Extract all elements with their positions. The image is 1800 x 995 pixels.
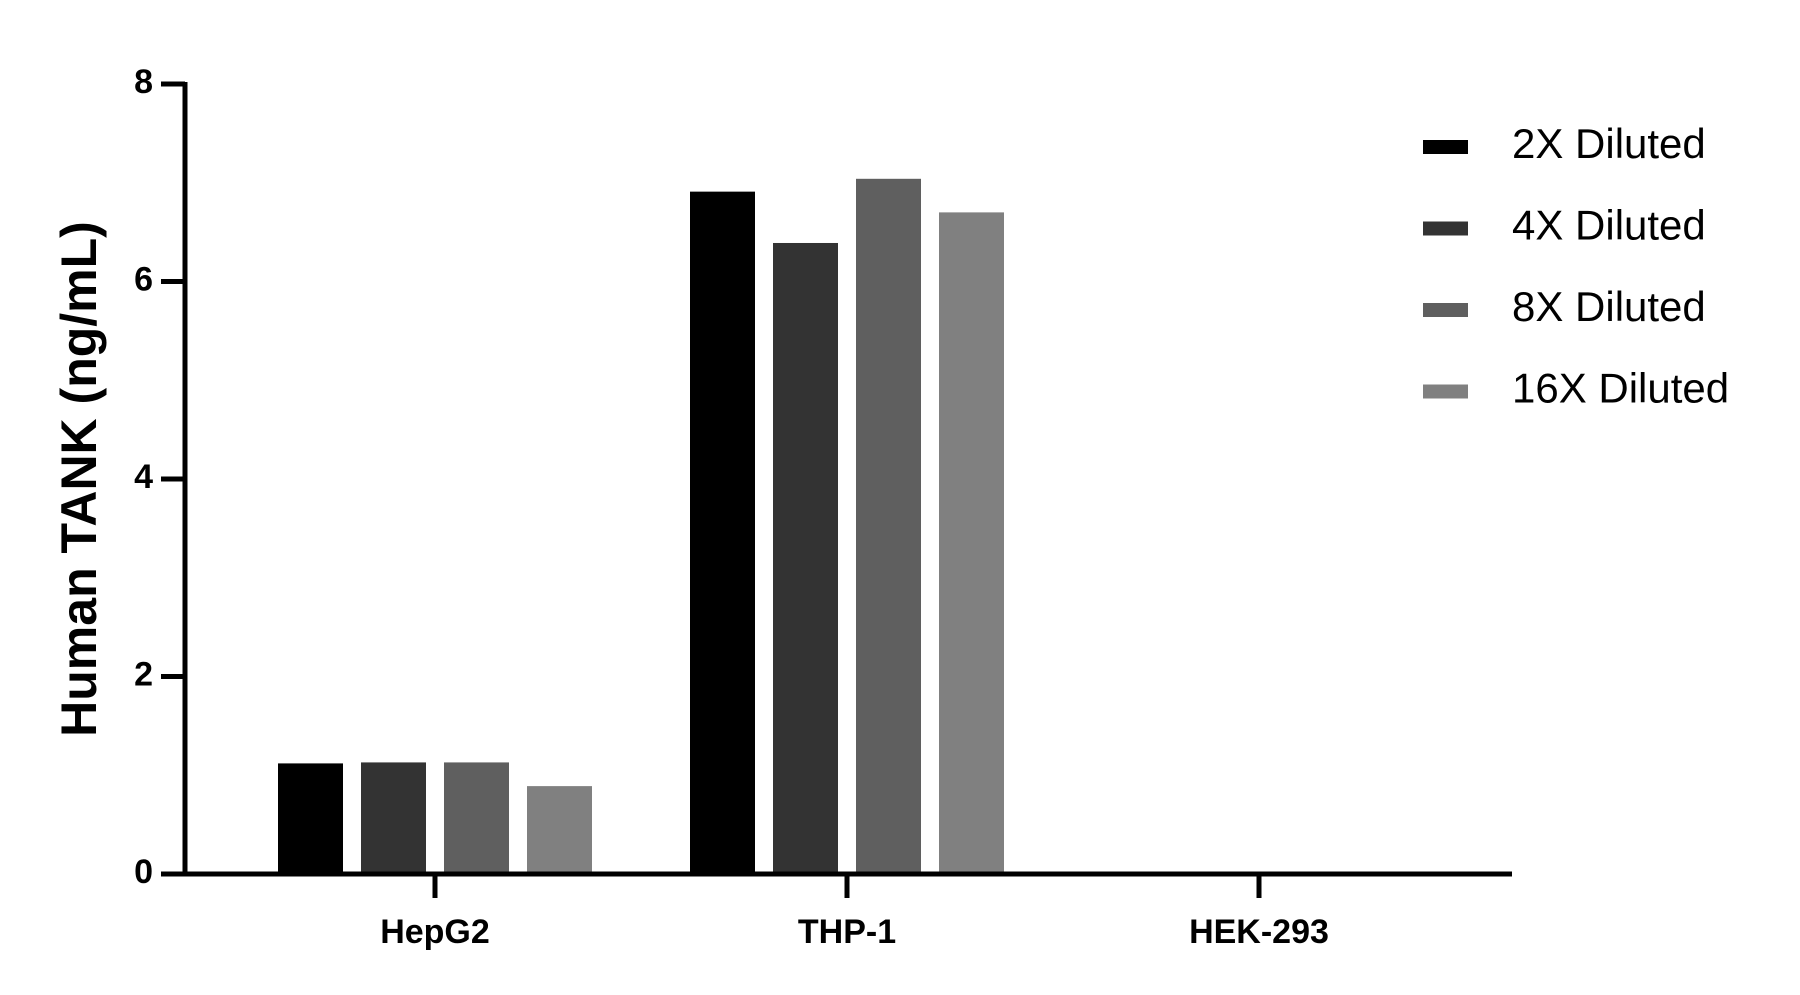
- legend-swatch: [1423, 140, 1468, 154]
- y-tick-label: 4: [134, 458, 153, 496]
- legend-swatch: [1423, 221, 1468, 236]
- legend-label: 2X Diluted: [1512, 120, 1706, 167]
- y-axis-title: Human TANK (ng/mL): [51, 221, 107, 737]
- bar: [278, 763, 343, 874]
- bar: [856, 178, 921, 875]
- bar: [939, 212, 1004, 874]
- x-tick-label: THP-1: [798, 913, 896, 951]
- y-tick-label: 6: [134, 260, 153, 298]
- y-tick-label: 8: [134, 63, 153, 101]
- x-tick-label: HepG2: [380, 913, 490, 951]
- bar: [527, 786, 592, 874]
- y-tick-label: 0: [134, 853, 153, 891]
- legend-swatch: [1423, 303, 1468, 317]
- legend-label: 4X Diluted: [1512, 202, 1706, 249]
- bar: [361, 762, 426, 874]
- bar: [444, 762, 509, 874]
- x-tick-label: HEK-293: [1189, 913, 1329, 951]
- y-tick-label: 2: [134, 655, 153, 693]
- bar: [690, 191, 755, 874]
- bar: [773, 242, 838, 875]
- legend-swatch: [1423, 384, 1468, 399]
- legend-label: 8X Diluted: [1512, 283, 1706, 330]
- legend-label: 16X Diluted: [1512, 365, 1729, 412]
